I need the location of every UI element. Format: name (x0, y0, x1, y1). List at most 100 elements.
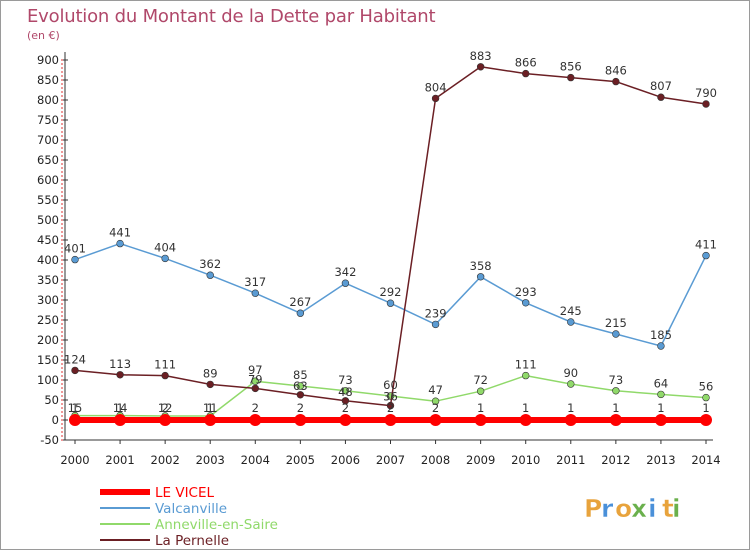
data-point-le-vicel (159, 414, 172, 426)
data-point-anneville-en-saire (296, 382, 305, 390)
data-point-valcanville (116, 239, 124, 248)
data-point-valcanville (702, 251, 710, 260)
data-label-le-vicel: 1 (522, 401, 529, 415)
data-point-anneville-en-saire (657, 390, 665, 399)
data-point-le-vicel (69, 414, 81, 426)
data-point-le-vicel (700, 414, 712, 426)
data-label-anneville-en-saire: 73 (609, 373, 624, 387)
data-label-valcanville: 239 (425, 306, 447, 320)
data-point-le-vicel (564, 414, 577, 426)
y-tick-label: 700 (37, 133, 59, 147)
series-layer (69, 63, 712, 426)
data-point-valcanville (657, 342, 665, 350)
data-label-le-vicel: 2 (161, 401, 168, 415)
logo-letter: P (584, 494, 602, 523)
data-label-anneville-en-saire: 72 (473, 373, 488, 387)
data-point-la-pernelle (386, 401, 395, 410)
data-label-valcanville: 292 (380, 285, 402, 299)
y-tick-label: 600 (37, 173, 59, 187)
x-tick-label: 2000 (60, 453, 89, 467)
legend: LE VICELValcanvilleAnneville-en-SaireLa … (100, 485, 278, 549)
data-point-valcanville (567, 318, 575, 326)
data-point-le-vicel (609, 414, 622, 426)
data-point-valcanville (251, 289, 259, 297)
y-tick-label: 800 (37, 93, 59, 107)
data-label-anneville-en-saire: 47 (428, 383, 443, 397)
chart-title: Evolution du Montant de la Dette par Hab… (27, 6, 436, 27)
data-label-le-vicel: 1 (207, 401, 214, 415)
data-point-anneville-en-saire (431, 397, 440, 405)
data-point-la-pernelle (612, 77, 620, 86)
data-point-la-pernelle (296, 391, 305, 399)
data-label-anneville-en-saire: 60 (383, 378, 398, 392)
data-label-le-vicel: 2 (432, 401, 439, 415)
data-label-le-vicel: 2 (342, 401, 349, 415)
x-tick-label: 2012 (601, 453, 630, 467)
data-point-la-pernelle (567, 73, 575, 82)
legend-label-valcanville: Valcanville (155, 501, 227, 517)
y-tick-label: 750 (37, 113, 59, 127)
x-tick-label: 2004 (241, 453, 270, 467)
data-label-la-pernelle: 856 (560, 60, 582, 74)
y-tick-label: 300 (37, 293, 59, 307)
x-tick-label: 2009 (466, 453, 495, 467)
x-tick-label: 2008 (421, 453, 450, 467)
data-label-le-vicel: 1 (612, 401, 619, 415)
data-label-le-vicel: 1 (702, 401, 709, 415)
data-point-la-pernelle (161, 371, 169, 380)
data-label-valcanville: 404 (154, 240, 176, 254)
data-label-valcanville: 342 (334, 265, 356, 279)
data-point-le-vicel (519, 414, 532, 426)
y-tick-label: 400 (37, 253, 59, 267)
data-point-valcanville (612, 330, 620, 338)
data-point-anneville-en-saire (522, 371, 530, 380)
data-label-la-pernelle: 89 (203, 366, 218, 380)
x-tick-label: 2011 (556, 453, 585, 467)
data-point-valcanville (522, 299, 530, 307)
data-label-anneville-en-saire: 111 (515, 358, 537, 372)
x-tick-label: 2005 (286, 453, 315, 467)
x-tick-label: 2001 (105, 453, 134, 467)
y-tick-label: 250 (37, 313, 59, 327)
data-point-valcanville (386, 299, 395, 307)
data-point-le-vicel (204, 414, 217, 426)
data-point-la-pernelle (341, 397, 350, 405)
data-point-valcanville (476, 273, 485, 281)
legend-label-anneville-en-saire: Anneville-en-Saire (155, 517, 278, 533)
data-label-valcanville: 401 (64, 242, 86, 256)
proxiti-logo: Pr ox i ti (584, 494, 681, 524)
data-label-le-vicel: 1 (567, 401, 574, 415)
data-point-la-pernelle (657, 93, 665, 101)
data-label-anneville-en-saire: 73 (338, 373, 353, 387)
data-label-la-pernelle: 111 (154, 358, 176, 372)
data-point-valcanville (296, 309, 305, 317)
y-tick-label: 850 (37, 73, 59, 87)
x-tick-label: 2003 (196, 453, 225, 467)
data-label-valcanville: 411 (695, 238, 717, 252)
y-tick-label: 900 (37, 53, 59, 67)
x-tick-label: 2006 (331, 453, 360, 467)
data-label-valcanville: 441 (109, 226, 131, 240)
data-label-la-pernelle: 790 (695, 86, 717, 100)
data-label-anneville-en-saire: 85 (293, 368, 308, 382)
data-point-valcanville (161, 254, 169, 263)
x-tick-label: 2002 (151, 453, 180, 467)
data-label-le-vicel: 1 (71, 401, 78, 415)
data-label-la-pernelle: 48 (338, 385, 353, 399)
y-tick-label: 500 (37, 213, 59, 227)
data-label-anneville-en-saire: 15 (68, 401, 83, 415)
y-tick-label: 50 (44, 393, 59, 407)
data-point-le-vicel (339, 414, 352, 426)
data-point-la-pernelle (476, 63, 485, 71)
y-tick-label: 100 (37, 373, 59, 387)
data-point-le-vicel (429, 414, 442, 426)
x-tick-label: 2013 (646, 453, 675, 467)
y-tick-label: 450 (37, 233, 59, 247)
data-point-anneville-en-saire (476, 387, 485, 395)
y-tick-label: 550 (37, 193, 59, 207)
logo-letter: t (662, 494, 674, 523)
data-label-anneville-en-saire: 64 (654, 376, 669, 390)
logo-letter: i (648, 494, 657, 523)
data-point-la-pernelle (702, 100, 710, 108)
